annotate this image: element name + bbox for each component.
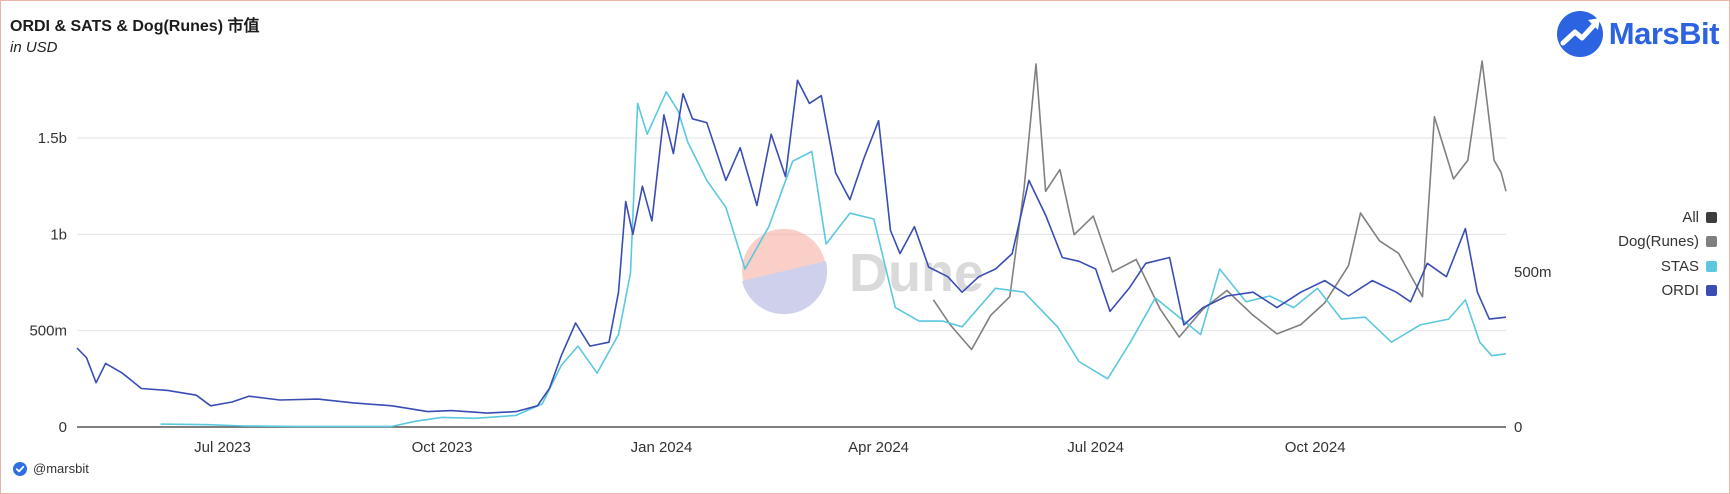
- legend-label: ORDI: [1661, 282, 1700, 300]
- legend-swatch: [1706, 260, 1717, 272]
- marsbit-logo: MarsBit: [1555, 9, 1720, 59]
- dune-logo-bottom: [742, 261, 828, 315]
- legend-item[interactable]: All: [1618, 205, 1717, 230]
- chart-subtitle: in USD: [10, 39, 58, 56]
- legend-swatch: [1706, 285, 1717, 297]
- x-tick-label: Apr 2024: [848, 439, 909, 456]
- x-tick-label: Oct 2023: [412, 439, 473, 456]
- x-tick-label: Jul 2024: [1067, 439, 1124, 456]
- x-tick-label: Jan 2024: [631, 439, 693, 456]
- legend-swatch: [1706, 211, 1717, 223]
- series-line-ordi: [76, 79, 1507, 414]
- y-tick-label-right: 500m: [1514, 264, 1552, 281]
- x-tick-label: Jul 2023: [194, 439, 251, 456]
- author-handle: @marsbit: [13, 461, 89, 476]
- legend-item[interactable]: STAS: [1618, 254, 1717, 279]
- marsbit-logo-icon: [1556, 11, 1603, 57]
- y-tick-label-left: 1b: [50, 226, 67, 243]
- y-tick-label-left: 0: [59, 419, 67, 436]
- chart-title: ORDI & SATS & Dog(Runes) 市值: [10, 18, 260, 35]
- legend-item[interactable]: ORDI: [1618, 279, 1717, 304]
- author-handle-text: @marsbit: [33, 461, 89, 476]
- y-tick-label-left: 500m: [29, 323, 67, 340]
- dune-watermark-text: Dune: [849, 243, 984, 303]
- series-line-stas: [160, 91, 1507, 428]
- legend-swatch: [1706, 236, 1717, 248]
- dune-watermark: Dune: [742, 229, 984, 315]
- legend-item[interactable]: Dog(Runes): [1618, 230, 1717, 255]
- x-tick-label: Oct 2024: [1285, 439, 1346, 456]
- legend-label: Dog(Runes): [1618, 233, 1699, 251]
- y-tick-label-left: 1.5b: [38, 130, 67, 147]
- brand-name: MarsBit: [1608, 16, 1720, 51]
- y-tick-label-right: 0: [1514, 419, 1522, 436]
- legend-label: All: [1682, 208, 1699, 226]
- verified-check-icon: [13, 461, 27, 476]
- series-line-dog-runes: [932, 60, 1507, 351]
- legend-label: STAS: [1660, 257, 1699, 275]
- chart-legend: All Dog(Runes) STAS ORDI: [1618, 205, 1717, 303]
